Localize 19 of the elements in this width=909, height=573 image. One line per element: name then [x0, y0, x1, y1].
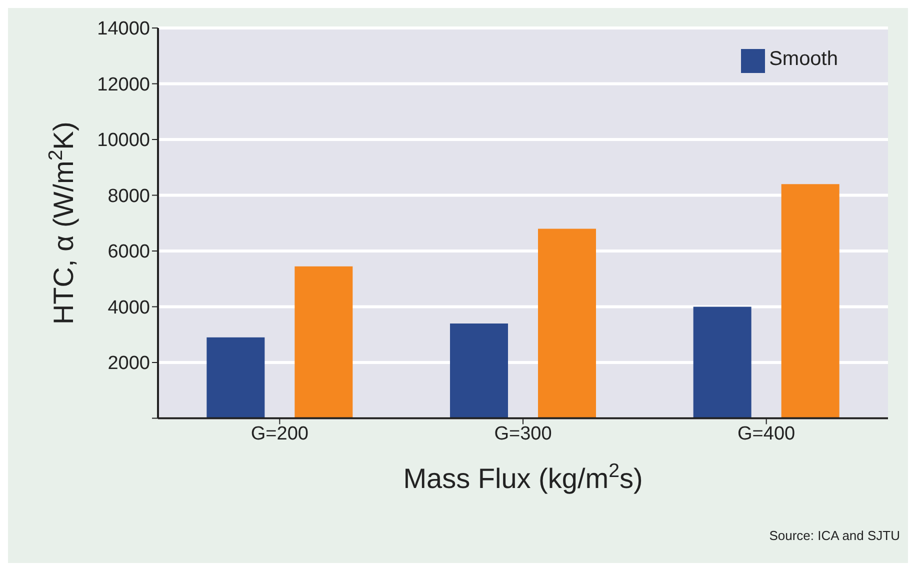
y-tick-label: 8000: [108, 186, 150, 207]
x-tick-label: G=300: [494, 424, 552, 445]
bar: [538, 228, 596, 418]
x-tick-label: G=400: [738, 424, 796, 445]
y-tick-label: 14000: [97, 18, 150, 40]
legend-label: Smooth: [769, 48, 838, 70]
bar: [206, 337, 265, 418]
bar: [450, 323, 508, 418]
y-tick-label: 2000: [108, 353, 150, 374]
y-tick-label: 6000: [108, 242, 150, 263]
source-note: Source: ICA and SJTU: [769, 528, 900, 543]
y-tick-label: 12000: [97, 74, 150, 96]
bar: [693, 306, 752, 418]
x-axis-title: Mass Flux (kg/m$^{2}$s): [403, 460, 643, 494]
y-tick-label: 10000: [97, 130, 150, 152]
bar: [781, 184, 840, 418]
bar: [294, 266, 353, 418]
y-tick-label: 4000: [108, 297, 150, 318]
x-tick-label: G=200: [250, 424, 308, 445]
